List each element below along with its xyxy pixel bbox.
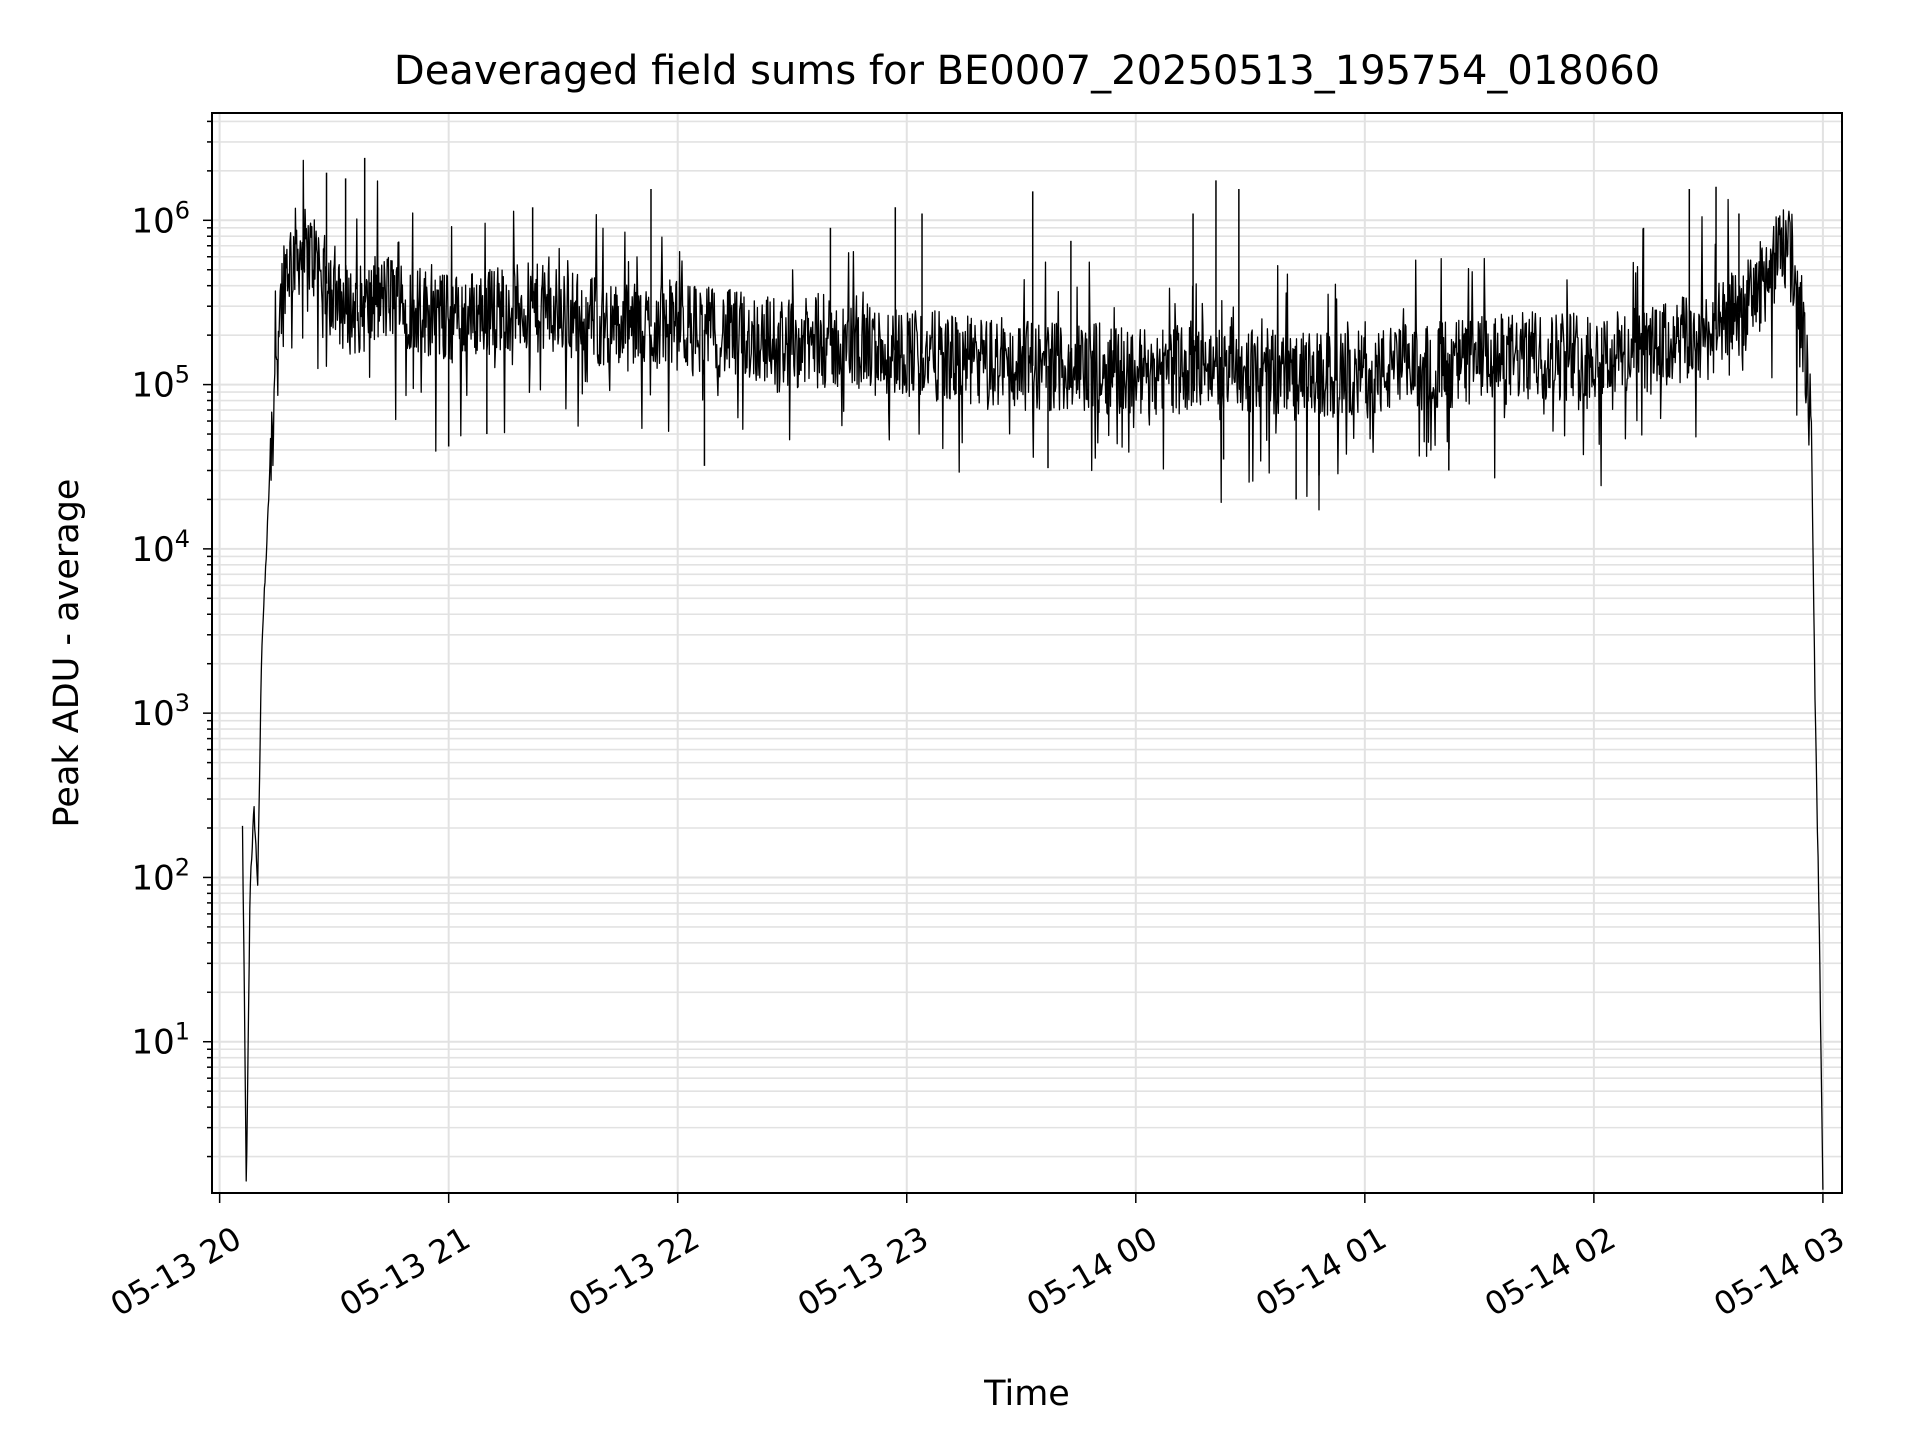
y-axis-label: Peak ADU - average	[47, 479, 87, 828]
y-tick-label: 103	[131, 689, 190, 734]
chart-title: Deaveraged field sums for BE0007_2025051…	[394, 48, 1660, 94]
y-tick-label: 106	[131, 196, 190, 241]
plot-frame	[211, 112, 1843, 1194]
y-tick-label: 105	[131, 361, 190, 406]
series-line	[241, 159, 1824, 1190]
y-tick-label: 101	[131, 1018, 190, 1063]
grid-lines	[212, 113, 1842, 1193]
y-tick-label: 104	[131, 525, 190, 570]
series-layer	[241, 157, 1824, 1190]
x-axis-label: Time	[983, 1374, 1070, 1414]
y-tick-label: 102	[131, 853, 190, 898]
